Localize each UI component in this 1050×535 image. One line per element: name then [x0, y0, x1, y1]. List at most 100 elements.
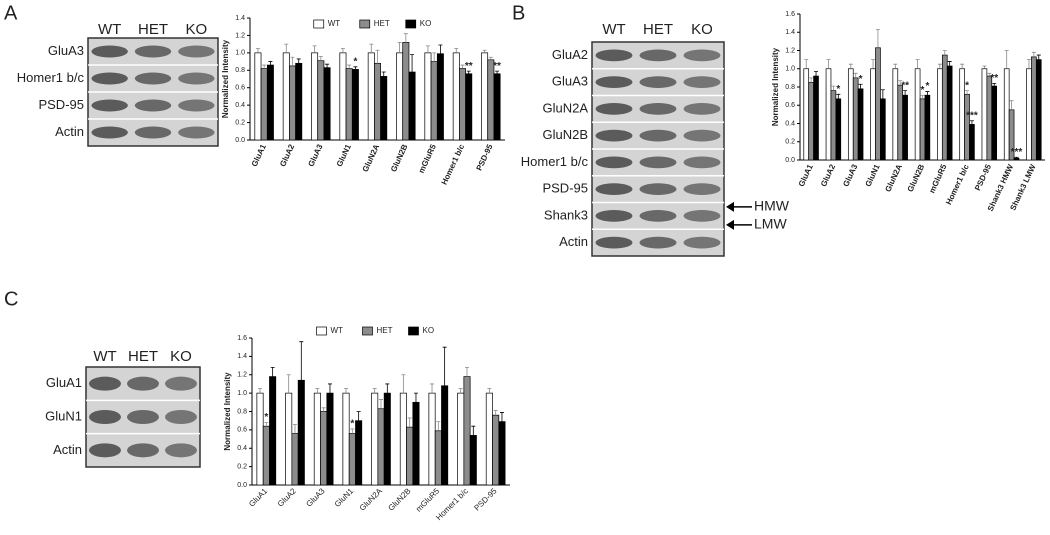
bar — [342, 392, 350, 486]
bar — [880, 98, 886, 161]
x-tick-label: mGluR5 — [417, 142, 438, 174]
legend-swatch — [313, 19, 325, 29]
error-bar — [493, 410, 498, 416]
error-bar — [284, 43, 289, 53]
y-tick-label: 0.2 — [785, 139, 795, 146]
band — [639, 236, 677, 249]
error-bar — [488, 56, 493, 60]
y-tick-label: 0.6 — [235, 85, 245, 92]
x-tick-label: Homer1 b/c — [440, 142, 467, 186]
x-tick-label: GluA2 — [819, 162, 837, 188]
error-bar — [898, 80, 903, 86]
error-bar — [809, 77, 814, 83]
error-bar — [466, 70, 471, 74]
error-bar — [471, 425, 476, 436]
bar — [295, 62, 303, 141]
bar — [485, 392, 493, 486]
error-bar — [442, 346, 447, 386]
row-label: Homer1 b/c — [521, 154, 589, 169]
significance: ** — [901, 80, 909, 91]
x-tick-label: GluA3 — [306, 142, 324, 168]
x-tick-label: GluN1 — [864, 162, 882, 188]
band — [165, 410, 197, 424]
bar — [463, 376, 471, 486]
bar — [457, 392, 465, 486]
row-label: Actin — [53, 442, 82, 457]
band — [89, 410, 121, 424]
error-bar — [454, 48, 459, 53]
significance: ** — [990, 73, 998, 84]
x-tick-label: GluA1 — [250, 142, 268, 168]
bar — [371, 392, 379, 486]
y-tick-label: 1.2 — [237, 372, 247, 379]
band — [91, 126, 128, 139]
y-tick-label: 1.2 — [785, 47, 795, 54]
band — [683, 49, 721, 62]
band — [639, 49, 677, 62]
bar — [1026, 68, 1032, 161]
error-bar — [1004, 50, 1009, 69]
error-bar — [315, 388, 320, 394]
legend-label: HET — [377, 326, 393, 335]
band — [639, 76, 677, 89]
error-bar — [286, 374, 291, 394]
legend-swatch — [362, 326, 373, 336]
significance: * — [925, 81, 929, 92]
x-tick-label: GluN2B — [389, 143, 410, 174]
y-tick-label: 0.2 — [237, 463, 247, 470]
error-bar — [375, 49, 380, 64]
error-bar — [992, 82, 997, 87]
row-label: GluN2B — [542, 127, 588, 142]
bar — [424, 52, 432, 141]
bar — [311, 52, 319, 141]
bar — [937, 68, 943, 161]
y-axis-label: Normalized Intensity — [771, 47, 780, 126]
bar — [825, 68, 832, 161]
significance: *** — [966, 110, 978, 121]
error-bar — [262, 64, 267, 69]
legend-label: KO — [423, 326, 435, 335]
band — [683, 183, 721, 196]
error-bar — [270, 367, 275, 377]
band — [134, 72, 172, 85]
y-tick-label: 1.0 — [237, 390, 247, 397]
error-bar — [413, 392, 418, 403]
band — [134, 99, 172, 112]
y-tick-label: 1.0 — [235, 50, 245, 57]
error-bar — [340, 48, 345, 53]
x-tick-label: GluN1 — [335, 142, 353, 168]
error-bar — [372, 388, 377, 394]
band — [595, 183, 633, 196]
legend-swatch — [316, 326, 327, 336]
bar — [355, 420, 363, 486]
x-tick-label: GluN2A — [883, 163, 904, 194]
lane-label: WT — [93, 348, 116, 365]
band — [91, 45, 128, 58]
x-tick-label: PSD-95 — [973, 162, 993, 192]
legend-swatch — [405, 19, 417, 29]
x-tick-label: GluA2 — [276, 486, 298, 508]
error-bar — [937, 63, 942, 69]
error-bar — [460, 64, 465, 69]
bar — [367, 52, 375, 141]
y-tick-label: 1.0 — [785, 66, 795, 73]
y-tick-label: 1.4 — [235, 15, 245, 22]
bar — [408, 71, 416, 141]
error-bar — [430, 383, 435, 394]
error-bar — [482, 49, 487, 53]
band — [595, 209, 633, 222]
error-bar — [942, 50, 947, 56]
band — [178, 72, 215, 85]
band — [89, 376, 121, 391]
band — [127, 376, 159, 391]
error-bar — [925, 91, 930, 96]
error-bar — [344, 388, 349, 394]
panel-letter: C — [4, 288, 18, 310]
band — [683, 102, 721, 115]
band — [595, 236, 633, 249]
error-bar — [960, 63, 965, 69]
y-tick-label: 0.6 — [237, 427, 247, 434]
x-tick-label: PSD-95 — [475, 142, 495, 172]
row-label: PSD-95 — [542, 181, 588, 196]
row-label: GluN2A — [542, 100, 588, 115]
